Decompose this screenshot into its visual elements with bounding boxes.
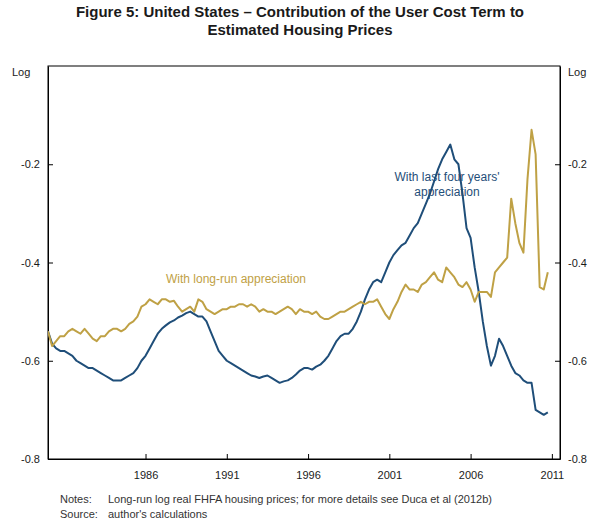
tick-mark [48, 263, 53, 264]
tick-mark [389, 454, 390, 459]
tick: -0.8 [21, 453, 53, 465]
tick-mark [48, 361, 53, 362]
tick: 1986 [134, 454, 158, 481]
y-axis-label: Log [12, 66, 30, 78]
background [0, 0, 600, 524]
tick-label: -0.8 [568, 453, 587, 465]
tick-label: -0.4 [21, 257, 40, 269]
tick-label: -0.2 [21, 158, 40, 170]
tick-label: 2006 [459, 469, 483, 481]
series-label: With long-run appreciation [166, 272, 306, 286]
tick-label: -0.8 [21, 453, 40, 465]
text-line: appreciation [414, 185, 479, 199]
tick-label: -0.6 [21, 355, 40, 367]
axis-line [49, 459, 561, 460]
tick-label: -0.2 [568, 158, 587, 170]
tick: -0.4 [555, 257, 587, 269]
tick-label: 2011 [541, 469, 565, 481]
tick-mark [146, 454, 147, 459]
text-line: With long-run appreciation [166, 272, 306, 286]
tick-label: 2001 [378, 469, 402, 481]
text-line: With last four years' [395, 170, 500, 184]
tick-mark [308, 454, 309, 459]
plot-frame [48, 66, 560, 459]
plot-area [48, 130, 548, 415]
tick: -0.2 [555, 158, 587, 170]
tick-label: -0.6 [568, 355, 587, 367]
footnote-text: Long-run log real FHFA housing prices; f… [108, 493, 492, 505]
text-line: Estimated Housing Prices [207, 21, 392, 38]
tick-mark [48, 459, 53, 460]
series-line [48, 130, 548, 346]
text-line: Figure 5: United States – Contribution o… [76, 3, 524, 20]
tick-mark [555, 263, 560, 264]
tick-mark [471, 454, 472, 459]
y2-axis-label: Log [568, 66, 586, 78]
tick: 2006 [459, 454, 483, 481]
tick-label: 1991 [215, 469, 239, 481]
tick: -0.6 [555, 355, 587, 367]
tick-label: 1996 [296, 469, 320, 481]
tick: -0.2 [21, 158, 53, 170]
tick: -0.4 [21, 257, 53, 269]
series-label: With last four years'appreciation [395, 170, 500, 199]
footnote-label: Source: [60, 508, 98, 520]
tick-label: -0.4 [568, 257, 587, 269]
tick: -0.8 [555, 453, 587, 465]
tick-mark [552, 454, 553, 459]
axis: -0.8 -0.6 -0.4 -0.2 [21, 67, 53, 466]
footnote-label: Notes: [60, 493, 92, 505]
tick-mark [48, 164, 53, 165]
tick-label: 1986 [134, 469, 158, 481]
axis: -0.8 -0.6 -0.4 -0.2 [555, 67, 587, 466]
axis: 1986 1991 1996 2001 2006 2011 [49, 454, 565, 481]
tick-mark [555, 361, 560, 362]
tick: 2001 [378, 454, 402, 481]
tick: -0.6 [21, 355, 53, 367]
title: Figure 5: United States – Contribution o… [76, 3, 524, 38]
tick: 1996 [296, 454, 320, 481]
tick-mark [227, 454, 228, 459]
tick-mark [555, 459, 560, 460]
tick-mark [555, 164, 560, 165]
series-line [48, 145, 548, 415]
axis-line [560, 67, 561, 460]
tick: 1991 [215, 454, 239, 481]
chart: Figure 5: United States – Contribution o… [0, 0, 600, 524]
footnote-text: author's calculations [108, 508, 208, 520]
